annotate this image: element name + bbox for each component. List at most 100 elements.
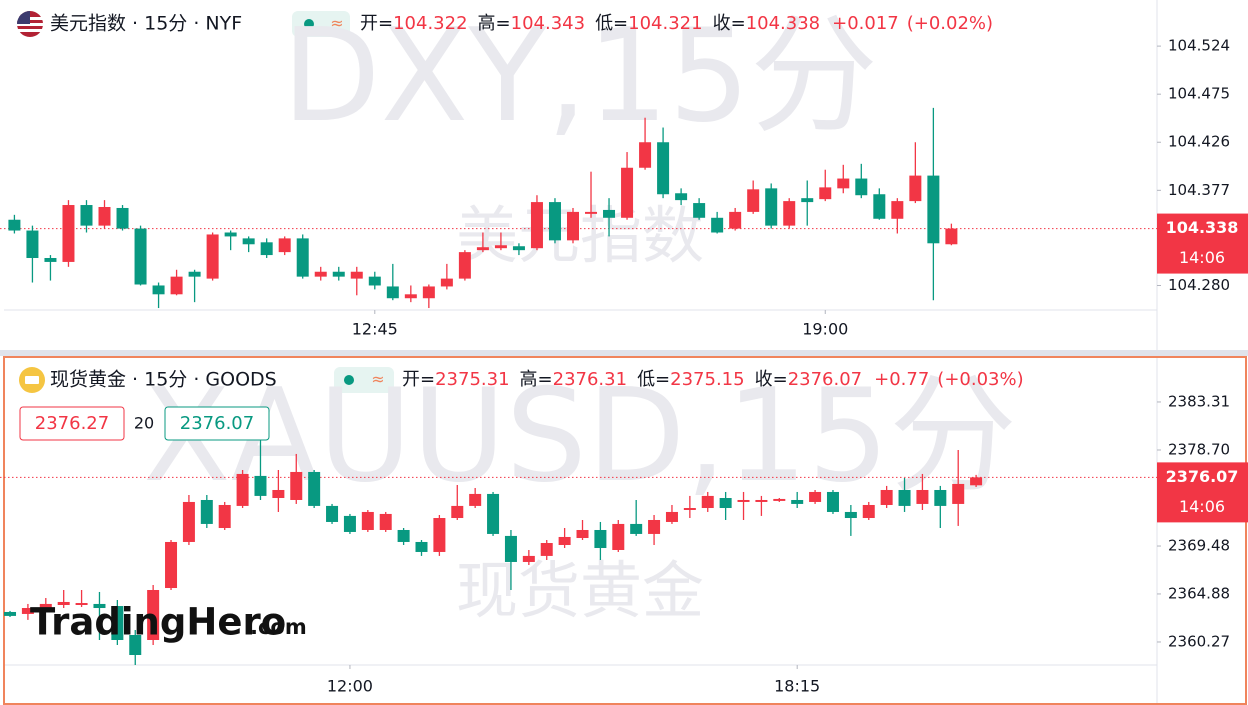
change-pct: (+0.02%) <box>907 13 993 34</box>
candle-body <box>26 230 39 259</box>
candle-body <box>440 278 453 287</box>
candle-body <box>909 175 922 202</box>
logo-suffix: .com <box>250 615 307 639</box>
price-tag <box>1157 213 1248 274</box>
ohlc-label: 高= <box>478 13 511 34</box>
candle-body <box>566 211 579 241</box>
x-tick-label: 12:45 <box>352 320 398 339</box>
candle-body <box>594 529 607 549</box>
sell-box <box>19 406 125 441</box>
candle-body <box>826 491 839 512</box>
candle-body <box>397 529 410 542</box>
y-tick-label: 2378.70 <box>1168 440 1230 458</box>
watermark: DXY,15分 <box>282 2 878 151</box>
ohlc-value: 104.321 <box>628 13 702 34</box>
candle-body <box>504 535 517 562</box>
candle-body <box>332 271 345 277</box>
candle-body <box>80 205 93 226</box>
candle-body <box>260 242 273 256</box>
candle-body <box>801 198 814 203</box>
candle-body <box>665 511 678 522</box>
status-pill[interactable]: ≈ <box>334 367 394 393</box>
candle-body <box>844 511 857 519</box>
y-tick-label: 2360.27 <box>1168 632 1230 650</box>
candle-body <box>458 252 471 279</box>
candle-body <box>206 234 219 279</box>
candle-body <box>855 178 868 196</box>
y-tick-label: 104.524 <box>1168 37 1230 55</box>
us-flag-icon <box>17 11 43 37</box>
candle-body <box>737 499 750 502</box>
candle-body <box>648 519 661 534</box>
candle-body <box>224 232 237 237</box>
ohlc-legend: 开=104.322 高=104.343 低=104.321 收=104.338 +0.0… <box>360 13 993 34</box>
ohlc-value: 104.343 <box>511 13 585 34</box>
candle-body <box>165 541 178 589</box>
ohlc-label: 高= <box>520 369 553 390</box>
candle-body <box>512 246 525 251</box>
watermark: XAUUSD,15分 <box>143 362 1017 511</box>
candle-body <box>683 508 696 510</box>
candle-body <box>970 477 983 486</box>
candle-body <box>218 504 231 529</box>
candle-body <box>404 294 417 299</box>
ohlc-value: 104.338 <box>746 13 820 34</box>
x-tick-label: 18:15 <box>774 677 820 696</box>
ohlc-value: 2375.31 <box>435 369 509 390</box>
ohlc-legend: 开=2375.31 高=2376.31 低=2375.15 收=2376.07 +0.7… <box>402 369 1024 390</box>
y-tick-label: 104.475 <box>1168 85 1230 103</box>
candle-body <box>791 499 804 504</box>
candle-body <box>200 499 213 524</box>
candle-body <box>916 489 929 504</box>
ohlc-value: 2376.07 <box>788 369 862 390</box>
ohlc-value: 104.322 <box>393 13 467 34</box>
candle-body <box>422 286 435 299</box>
candle-body <box>765 188 778 226</box>
logo-name: TradingHero <box>30 601 286 644</box>
sell-price: 2376.27 <box>35 413 109 434</box>
buy-box <box>164 406 270 441</box>
buy-price: 2376.07 <box>180 413 254 434</box>
candle-body <box>21 608 34 614</box>
candle-body <box>134 228 147 285</box>
candle-body <box>494 245 507 249</box>
candle-body <box>630 523 643 534</box>
candle-body <box>711 217 724 233</box>
candle-body <box>639 142 652 168</box>
candle-body <box>75 603 88 605</box>
candle-body <box>314 271 327 277</box>
candle-body <box>548 202 561 241</box>
candle-body <box>111 606 124 640</box>
ohlc-label: 收= <box>713 13 746 34</box>
y-tick-label: 2369.48 <box>1168 537 1230 555</box>
watermark-sub: 美元指数 <box>456 199 704 272</box>
candle-body <box>98 206 111 226</box>
candle-body <box>147 589 160 640</box>
change: +0.017 <box>832 13 899 34</box>
ohlc-label: 收= <box>755 369 788 390</box>
ohlc-value: 2375.15 <box>670 369 744 390</box>
candle-body <box>129 634 142 655</box>
candle-body <box>361 511 374 530</box>
candle-body <box>278 238 291 253</box>
candle-body <box>469 493 482 506</box>
candle-body <box>290 471 303 500</box>
price-tag-value: 104.338 <box>1166 218 1239 237</box>
candle-body <box>862 504 875 519</box>
candle-body <box>891 201 904 219</box>
candle-body <box>308 471 321 506</box>
candle-body <box>57 601 70 605</box>
x-tick-label: 12:00 <box>327 677 373 696</box>
candle-body <box>657 142 670 195</box>
candle-body <box>379 513 392 530</box>
price-tag-countdown: 14:06 <box>1179 248 1225 267</box>
y-tick-label: 2364.88 <box>1168 584 1230 602</box>
candle-body <box>576 529 589 539</box>
candle-body <box>93 603 106 609</box>
price-tag-countdown: 14:06 <box>1179 497 1225 516</box>
candle-body <box>4 611 17 616</box>
candle-body <box>476 247 489 251</box>
status-pill[interactable]: ≈ <box>292 11 350 37</box>
